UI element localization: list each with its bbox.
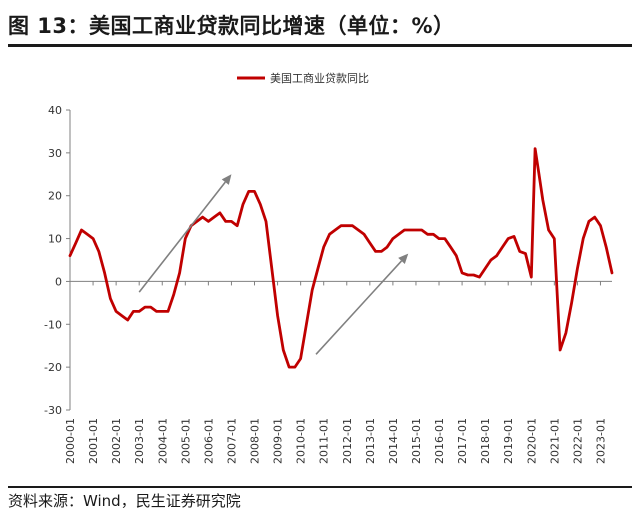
y-tick-label: -10 [44, 318, 62, 331]
legend: 美国工商业贷款同比 [237, 71, 369, 85]
line-chart: 美国工商业贷款同比 40 30 20 10 0 -10 -20 -30 2000-01 2001… [44, 71, 614, 464]
x-tick-label: 2012-01 [341, 418, 354, 464]
x-tick-label: 2016-01 [433, 418, 446, 464]
x-tick-label: 2002-01 [110, 418, 123, 464]
x-tick-label: 2017-01 [456, 418, 469, 464]
x-tick-label: 2021-01 [548, 418, 561, 464]
x-axis: 2000-01 2001-01 2002-01 2003-01 2004-01 2005-… [64, 280, 612, 464]
x-tick-label: 2013-01 [364, 418, 377, 464]
x-tick-label: 2022-01 [571, 418, 584, 464]
x-tick-label: 2001-01 [87, 418, 100, 464]
x-tick-label: 2011-01 [318, 418, 331, 464]
annotations [138, 174, 409, 355]
y-tick-label: 20 [48, 190, 62, 203]
x-tick-label: 2003-01 [133, 418, 146, 464]
y-tick-label: 0 [55, 275, 62, 288]
x-tick-label: 2000-01 [64, 418, 77, 464]
trend-arrow-head [398, 253, 409, 264]
title-rule [8, 44, 632, 47]
x-tick-label: 2020-01 [525, 418, 538, 464]
trend-arrow-head [221, 174, 232, 185]
x-tick-label: 2007-01 [225, 418, 238, 464]
y-axis: 40 30 20 10 0 -10 -20 -30 [44, 104, 71, 417]
chart-title: 图 13：美国工商业贷款同比增速（单位：%） [8, 14, 455, 38]
trend-arrow-shaft [138, 181, 226, 293]
x-tick-label: 2009-01 [272, 418, 285, 464]
plot-area [68, 147, 614, 369]
legend-label: 美国工商业贷款同比 [270, 71, 369, 85]
x-tick-label: 2004-01 [156, 418, 169, 464]
x-tick-label: 2019-01 [502, 418, 515, 464]
y-tick-label: 40 [48, 104, 62, 117]
series-line [68, 147, 614, 369]
x-tick-label: 2005-01 [179, 418, 192, 464]
source-note: 资料来源：Wind，民生证券研究院 [8, 492, 241, 510]
y-tick-label: 10 [48, 233, 62, 246]
y-tick-label: 30 [48, 147, 62, 160]
x-tick-label: 2006-01 [202, 418, 215, 464]
x-tick-label: 2010-01 [295, 418, 308, 464]
y-tick-label: -20 [44, 361, 62, 374]
trend-arrow-shaft [315, 260, 403, 355]
x-tick-label: 2023-01 [594, 418, 607, 464]
x-tick-label: 2015-01 [410, 418, 423, 464]
y-tick-label: -30 [44, 404, 62, 417]
x-tick-label: 2008-01 [249, 418, 262, 464]
source-rule [8, 486, 632, 488]
x-tick-label: 2014-01 [387, 418, 400, 464]
x-tick-label: 2018-01 [479, 418, 492, 464]
